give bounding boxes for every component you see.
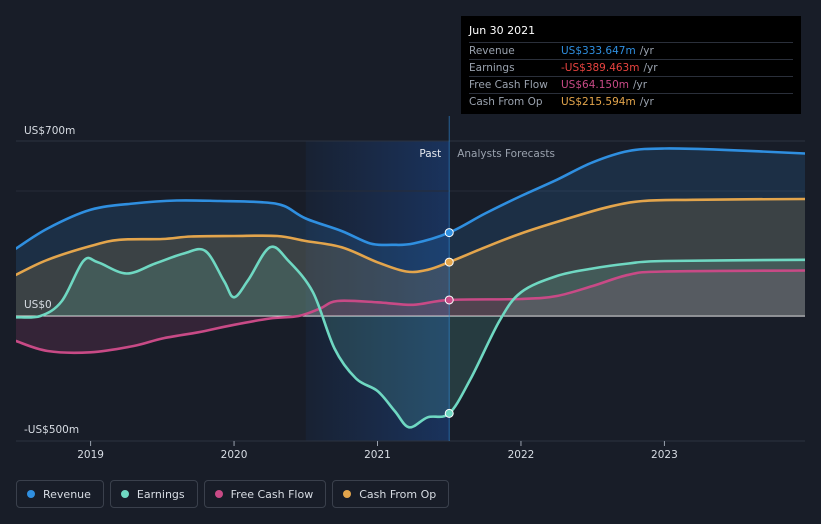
legend-label: Revenue bbox=[43, 487, 91, 501]
tooltip-unit: /yr bbox=[639, 45, 654, 57]
grid-lines bbox=[16, 140, 805, 442]
revenue-area bbox=[16, 148, 805, 316]
earnings-line bbox=[16, 245, 805, 429]
x-tick-label: 2022 bbox=[508, 449, 535, 461]
past-label: Past bbox=[419, 148, 441, 160]
tooltip-row-revenue: Revenue US$333.647m /yr bbox=[469, 42, 793, 59]
legend-dot-icon bbox=[120, 490, 129, 498]
legend-item-earnings[interactable]: Earnings bbox=[109, 480, 198, 508]
legend-label: Earnings bbox=[136, 487, 185, 501]
tooltip-date: Jun 30 2021 bbox=[469, 24, 536, 37]
tooltip-row-earnings: Earnings -US$389.463m /yr bbox=[469, 59, 793, 76]
tooltip-row-cash-from-op: Cash From Op US$215.594m /yr bbox=[469, 93, 793, 110]
tooltip-value: US$64.150m bbox=[561, 79, 629, 91]
tooltip-value: -US$389.463m bbox=[561, 62, 640, 74]
cash-from-op-area bbox=[16, 199, 805, 316]
legend-dot-icon bbox=[27, 490, 35, 498]
legend-dot-icon bbox=[214, 490, 223, 498]
tooltip-value: US$215.594m bbox=[561, 96, 636, 108]
x-tick-label: 2020 bbox=[221, 449, 248, 461]
x-tick-label: 2023 bbox=[651, 449, 678, 461]
revenue-line bbox=[16, 147, 805, 250]
series-lines bbox=[16, 147, 805, 429]
legend-label: Free Cash Flow bbox=[230, 487, 314, 501]
tooltip-label: Revenue bbox=[469, 45, 515, 57]
y-axis-top-label: US$700m bbox=[24, 125, 75, 137]
legend-dot-icon bbox=[343, 490, 352, 498]
tooltip-label: Earnings bbox=[469, 62, 515, 74]
earnings-area bbox=[16, 246, 805, 428]
tooltip-unit: /yr bbox=[633, 79, 648, 91]
free-cash-flow-highlight-point bbox=[444, 295, 454, 305]
y-axis-zero-label: US$0 bbox=[24, 299, 52, 311]
x-tick-label: 2021 bbox=[364, 449, 391, 461]
revenue-highlight-point bbox=[444, 228, 454, 238]
legend-item-free-cash-flow[interactable]: Free Cash Flow bbox=[203, 480, 327, 508]
x-axis-ticks: 2019 2020 2021 2022 2023 bbox=[77, 441, 678, 461]
legend-item-revenue[interactable]: Revenue bbox=[16, 480, 104, 508]
free-cash-flow-line bbox=[16, 269, 805, 355]
cash-from-op-line bbox=[16, 197, 805, 277]
free-cash-flow-area bbox=[16, 270, 805, 353]
tooltip-unit: /yr bbox=[639, 96, 654, 108]
cash-from-op-highlight-point bbox=[444, 257, 454, 267]
legend-item-cash-from-op[interactable]: Cash From Op bbox=[332, 480, 450, 508]
highlight-points bbox=[444, 228, 454, 418]
earnings-highlight-point bbox=[444, 408, 454, 418]
tooltip-value: US$333.647m bbox=[561, 45, 636, 57]
y-axis-bottom-label: -US$500m bbox=[24, 424, 79, 436]
legend-label: Cash From Op bbox=[359, 487, 437, 501]
tooltip-unit: /yr bbox=[643, 62, 658, 74]
data-tooltip: Jun 30 2021 Revenue US$333.647m /yr Earn… bbox=[461, 16, 801, 114]
x-tick-label: 2019 bbox=[77, 449, 104, 461]
series-areas bbox=[16, 148, 805, 428]
chart-legend: Revenue Earnings Free Cash Flow Cash Fro… bbox=[16, 480, 450, 510]
forecast-label: Analysts Forecasts bbox=[457, 148, 555, 160]
tooltip-label: Cash From Op bbox=[469, 96, 543, 108]
tooltip-row-free-cash-flow: Free Cash Flow US$64.150m /yr bbox=[469, 76, 793, 93]
tooltip-label: Free Cash Flow bbox=[469, 79, 548, 91]
